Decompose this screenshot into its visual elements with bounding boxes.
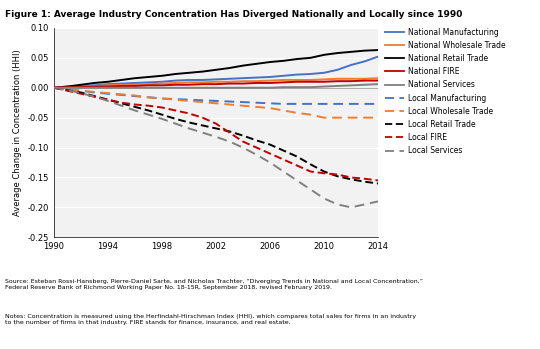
Text: Figure 1: Average Industry Concentration Has Diverged Nationally and Locally sin: Figure 1: Average Industry Concentration… [5,10,463,20]
Y-axis label: Average Change in Concentration (HHI): Average Change in Concentration (HHI) [13,49,22,216]
Text: Notes: Concentration is measured using the Herfindahl-Hirschman Index (HHI), whi: Notes: Concentration is measured using t… [5,314,416,325]
Text: Source: Esteban Rossi-Hansberg, Pierre-Daniel Sarte, and Nicholas Trachter, “Div: Source: Esteban Rossi-Hansberg, Pierre-D… [5,279,423,290]
Legend: National Manufacturing, National Wholesale Trade, National Retail Trade, Nationa: National Manufacturing, National Wholesa… [385,28,505,155]
